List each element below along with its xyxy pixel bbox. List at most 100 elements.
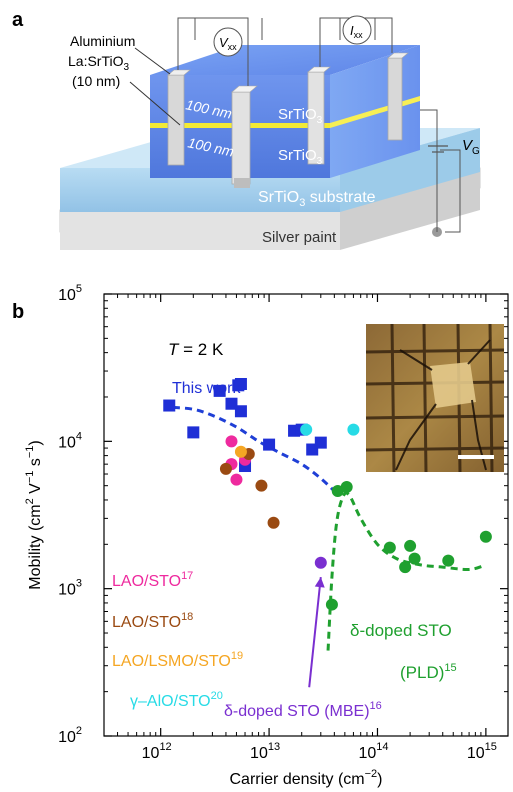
- substrate-front: [60, 168, 340, 212]
- bottom-sto-label: SrTiO: [278, 147, 317, 164]
- y-axis-label-sup1: 2: [24, 498, 36, 504]
- label-gamma-alo-sto-ref: 20: [211, 690, 223, 702]
- point-series-0: [234, 405, 247, 418]
- scale-bar: [458, 455, 494, 459]
- svg-text:δ-doped STO (MBE)16: δ-doped STO (MBE)16: [224, 700, 382, 720]
- x-tick-label: 1013: [250, 741, 280, 762]
- y-axis-label-sup2: −1: [24, 471, 36, 484]
- y-axis-label-main: Mobility (cm: [27, 504, 44, 589]
- contact-pillar-right-back: [387, 52, 409, 141]
- point-series-0: [263, 438, 276, 451]
- point-series-6: [383, 541, 396, 554]
- x-tick-exp: 13: [268, 741, 280, 753]
- point-series-1: [225, 435, 238, 448]
- label-delta-sto-mbe-ref: 16: [370, 700, 382, 712]
- point-series-6: [408, 552, 421, 565]
- temperature-value: = 2 K: [178, 340, 224, 359]
- svg-text:γ–AlO/STO20: γ–AlO/STO20: [130, 690, 223, 710]
- substrate-label-rest: substrate: [305, 189, 375, 206]
- label-lao-sto-17: LAO/STO: [112, 573, 181, 590]
- x-tick-base: 10: [250, 745, 268, 762]
- y-tick-label: 103: [58, 578, 82, 599]
- svg-text:VG: VG: [462, 137, 480, 157]
- la-sto-label: La:SrTiO: [68, 53, 124, 69]
- aluminium-label: Aluminium: [70, 33, 135, 49]
- label-lao-sto-18: LAO/STO: [112, 614, 181, 631]
- x-tick-label: 1012: [142, 741, 172, 762]
- label-lao-lsmo-sto-ref: 19: [231, 650, 243, 662]
- point-series-6: [442, 554, 455, 567]
- la-sto-thickness-label: (10 nm): [72, 73, 120, 89]
- y-axis-label-mid: V: [27, 483, 44, 498]
- y-tick-exp: 4: [76, 430, 82, 442]
- label-lao-sto-18-ref: 18: [181, 611, 193, 623]
- blue-trend: [172, 405, 336, 493]
- y-tick-exp: 2: [76, 725, 82, 737]
- substrate-subscript: 3: [299, 197, 305, 209]
- vxx-meter: Vxx: [213, 27, 243, 57]
- point-series-0: [314, 436, 327, 449]
- mbe-arrow-shaft: [308, 577, 322, 688]
- point-series-1: [230, 473, 243, 486]
- plot-frame: [103, 293, 509, 737]
- svg-text:SrTiO3: SrTiO3: [278, 147, 323, 167]
- point-series-6: [331, 485, 344, 498]
- x-tick-exp: 15: [485, 741, 497, 753]
- point-series-6: [404, 539, 417, 552]
- svg-text:SrTiO3 substrate: SrTiO3 substrate: [258, 189, 376, 209]
- x-tick-exp: 12: [159, 741, 171, 753]
- y-tick-base: 10: [58, 434, 76, 451]
- svg-text:Vxx: Vxx: [219, 35, 237, 52]
- vg-symbol: V: [462, 137, 474, 154]
- svg-text:(PLD)15: (PLD)15: [400, 662, 457, 682]
- panel-b-label: b: [12, 301, 24, 323]
- y-tick-exp: 3: [76, 578, 82, 590]
- svg-text:T = 2 K: T = 2 K: [168, 340, 224, 359]
- mbe-arrow: [308, 577, 325, 688]
- aluminium-pointer: [134, 47, 171, 75]
- temperature-symbol: T: [168, 340, 180, 359]
- point-series-2: [267, 516, 280, 529]
- silver-paint-front: [60, 210, 340, 250]
- point-series-4: [300, 423, 313, 436]
- point-series-2: [219, 462, 232, 475]
- x-axis-label: Carrier density (cm−2): [229, 768, 382, 788]
- point-series-6: [325, 598, 338, 611]
- svg-text:Ixx: Ixx: [350, 23, 363, 40]
- panel-a-device-schematic: a: [12, 9, 481, 250]
- gate-voltage-source-symbol: [428, 145, 448, 153]
- x-tick-base: 10: [142, 745, 160, 762]
- y-axis-label-sup3: −1: [24, 446, 36, 459]
- label-lao-sto-17-ref: 17: [181, 570, 193, 582]
- label-gamma-alo-sto: γ–AlO/STO: [130, 693, 211, 710]
- major-ticks: [104, 293, 508, 737]
- y-axis-label: Mobility (cm2 V−1 s−1): [24, 440, 44, 589]
- x-tick-label: 1014: [358, 741, 388, 762]
- point-series-6: [479, 530, 492, 543]
- y-tick-label: 104: [58, 430, 82, 451]
- vxx-subscript: xx: [228, 42, 238, 52]
- x-tick-label: 1015: [467, 741, 497, 762]
- label-this-work: This work: [172, 380, 241, 397]
- label-delta-sto-pld: δ-doped STO: [350, 621, 452, 640]
- point-series-3: [234, 445, 247, 458]
- x-tick-labels: 1012 1013 1014 1015: [142, 741, 497, 762]
- top-sto-subscript: 3: [317, 115, 323, 126]
- x-tick-base: 10: [358, 745, 376, 762]
- point-series-2: [255, 479, 268, 492]
- x-tick-base: 10: [467, 745, 485, 762]
- vg-subscript: G: [472, 146, 480, 157]
- point-series-0: [163, 399, 176, 412]
- contact-pillar-left-front: [231, 85, 258, 188]
- top-sto-label: SrTiO: [278, 106, 317, 123]
- la-sto-pointer: [129, 81, 181, 126]
- contact-pillar-left-back: [167, 69, 191, 166]
- y-tick-base: 10: [58, 582, 76, 599]
- x-axis-label-main: Carrier density (cm: [229, 771, 364, 788]
- device-micrograph-inset: [365, 323, 505, 473]
- svg-text:LAO/STO18: LAO/STO18: [112, 611, 193, 631]
- y-tick-label: 102: [58, 725, 82, 746]
- y-axis-label-mid2: s: [27, 458, 44, 470]
